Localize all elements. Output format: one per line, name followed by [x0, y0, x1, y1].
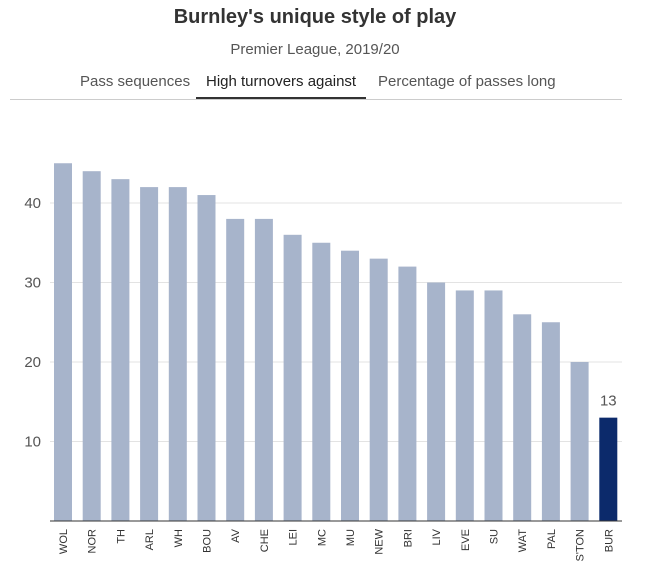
x-tick-label: AV — [230, 528, 242, 543]
bar — [140, 187, 159, 521]
bar — [398, 266, 417, 521]
y-tick-label: 40 — [24, 195, 41, 212]
bar — [82, 171, 101, 521]
y-tick-label: 10 — [24, 434, 41, 451]
x-tick-label: ARL — [144, 529, 156, 550]
bar — [599, 417, 618, 521]
bar — [111, 179, 130, 521]
tab-percentage-passes-long[interactable]: Percentage of passes long — [378, 73, 556, 90]
x-tick-label: TH — [115, 529, 127, 544]
x-tick-label: EVE — [460, 529, 472, 551]
bar — [541, 322, 560, 521]
x-tick-label: BUR — [603, 529, 615, 552]
x-tick-label: BRI — [402, 529, 414, 547]
bar — [283, 234, 302, 522]
x-tick-label: MU — [345, 529, 357, 546]
chart-subtitle: Premier League, 2019/20 — [230, 41, 400, 58]
x-tick-label: WOL — [58, 529, 70, 554]
x-tick-label: LEI — [288, 529, 300, 546]
tab-pass-sequences[interactable]: Pass sequences — [80, 73, 191, 90]
tab-bar: Pass sequences High turnovers against Pe… — [10, 66, 622, 100]
x-tick-label: PAL — [546, 529, 558, 549]
x-tick-label: S'TON — [575, 529, 587, 562]
y-tick-label: 20 — [24, 354, 41, 371]
bar — [254, 218, 273, 521]
x-tick-label: BOU — [202, 529, 214, 553]
bar — [341, 250, 359, 521]
tab-high-turnovers-against[interactable]: High turnovers against — [196, 66, 367, 99]
bar — [54, 163, 72, 521]
x-tick-label: SU — [489, 529, 501, 544]
bar — [513, 314, 532, 521]
x-tick-label: MC — [316, 529, 328, 546]
x-tick-label: WAT — [517, 529, 529, 552]
bar — [484, 290, 503, 521]
y-tick-label: 30 — [24, 275, 41, 292]
bar — [427, 282, 446, 521]
x-tick-label: WH — [173, 529, 185, 547]
x-tick-label: NOR — [87, 529, 99, 554]
x-tick-label: CHE — [259, 529, 271, 552]
bar — [455, 290, 474, 521]
bar — [570, 362, 589, 521]
bar — [197, 195, 216, 522]
chart-title: Burnley's unique style of play — [173, 6, 457, 28]
bar — [168, 187, 187, 521]
bar — [369, 258, 388, 521]
x-tick-label: NEW — [374, 528, 386, 554]
x-tick-label: LIV — [431, 528, 443, 545]
bar — [312, 242, 331, 521]
bar — [226, 218, 245, 521]
data-label: 13 — [600, 393, 617, 410]
